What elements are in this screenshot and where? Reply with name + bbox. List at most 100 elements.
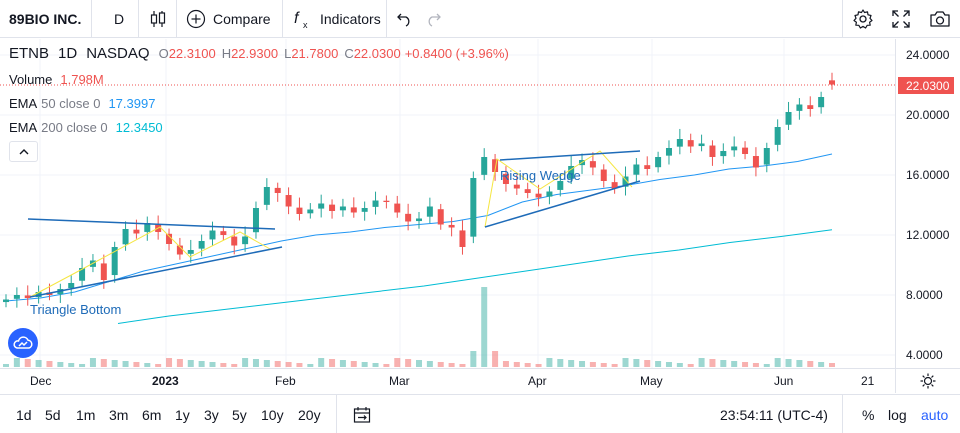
chart-type-button[interactable] [149,0,167,38]
price-axis[interactable]: 24.0000 20.0000 16.0000 12.0000 8.0000 4.0000… [895,39,960,368]
legend-close-label: C [344,46,354,61]
volume-bar [46,361,53,367]
main-series-legend[interactable]: ETNB 1D NASDAQ O 22.3100 H 22.9300 L 21.780… [9,45,509,62]
candle-up [13,295,20,299]
interval-button[interactable]: D [114,0,124,38]
fullscreen-icon [892,10,910,28]
pattern-label-triangle-bottom: Triangle Bottom [30,302,121,317]
ema-50-legend[interactable]: EMA 50 close 0 17.3997 [9,96,155,111]
volume-bar [557,359,564,367]
ema-200-legend[interactable]: EMA 200 close 0 12.3450 [9,120,163,135]
time-label-dec: Dec [30,374,51,388]
volume-bar [350,361,357,367]
candle-up [79,268,86,281]
candle-down [644,165,651,169]
volume-bar [307,364,314,367]
candle-down [220,231,227,235]
range-label: 5y [232,406,247,423]
candle-up [263,187,270,205]
undo-button[interactable] [396,0,414,38]
volume-bar [796,360,803,367]
volume-bar [470,351,477,367]
range-5y[interactable]: 5y [232,395,247,433]
time-label-21: 21 [861,374,875,388]
volume-bar [79,364,86,367]
legend-exchange: NASDAQ [86,45,150,62]
volume-bar [807,361,814,367]
redo-button[interactable] [424,0,442,38]
volume-bar [611,364,618,367]
volume-bar [220,363,227,367]
range-1m[interactable]: 1m [76,395,95,433]
range-3y[interactable]: 3y [204,395,219,433]
candle-up [339,206,346,211]
fullscreen-button[interactable] [891,0,911,38]
candle-up [252,208,259,233]
go-to-date-button[interactable] [353,395,371,433]
candle-up [796,104,803,111]
candle-down [807,105,814,109]
camera-icon [930,11,950,27]
price-chart[interactable]: Triangle Bottom Rising Wedge [0,39,895,368]
volume-bar [318,358,325,367]
candle-up [372,200,379,207]
ema-50-params: 50 close 0 [41,96,101,111]
volume-bar [687,364,694,367]
compare-button[interactable]: Compare [186,0,271,38]
settings-button[interactable] [852,0,874,38]
volume-bar [535,364,542,367]
candle-up [698,143,705,147]
legend-collapse-button[interactable] [9,141,38,162]
range-20y[interactable]: 20y [298,395,321,433]
range-label: 1y [175,406,190,423]
legend-low-value: 21.7800 [291,46,339,61]
candle-down [600,169,607,181]
pattern-label-rising-wedge: Rising Wedge [500,168,581,183]
symbol-search-button[interactable]: 89BIO INC. [9,0,81,38]
volume-bar [568,360,575,367]
volume-bar [698,358,705,367]
range-label: 3m [109,406,129,423]
volume-bar [742,362,749,367]
volume-bar [437,362,444,367]
volume-bar [829,363,835,367]
cloud-chart-icon [13,336,33,349]
range-6m[interactable]: 6m [142,395,161,433]
toolbar-divider [176,0,177,38]
volume-bar [774,358,781,367]
range-1y[interactable]: 1y [175,395,190,433]
range-label: 5d [45,406,61,423]
legend-low-label: L [284,46,292,61]
candle-up [122,229,129,245]
clock-timezone-button[interactable]: 23:54:11 (UTC-4) [720,395,828,433]
chart-pane[interactable]: Triangle Bottom Rising Wedge ETNB 1D NAS… [0,39,895,368]
volume-bar [785,359,792,367]
range-1d[interactable]: 1d [16,395,32,433]
volume-bar [426,361,433,367]
volume-bar [252,359,259,367]
auto-scale-toggle[interactable]: auto [921,395,948,433]
volume-bar [589,362,596,367]
percent-scale-toggle[interactable]: % [862,395,874,433]
log-scale-toggle[interactable]: log [888,395,907,433]
candle-up [426,206,433,217]
volume-bar [622,358,629,367]
time-axis[interactable]: Dec 2023 Feb Mar Apr May Jun 21 [0,368,895,393]
ema-200-params: 200 close 0 [41,120,108,135]
indicators-button[interactable]: f x Indicators [293,0,381,38]
volume-bar [13,358,20,367]
range-3m[interactable]: 3m [109,395,128,433]
volume-bar [383,364,390,367]
range-10y[interactable]: 10y [261,395,284,433]
volume-bar [198,361,205,367]
undo-icon [397,13,410,27]
percent-label: % [862,406,875,423]
volume-legend[interactable]: Volume 1.798M [9,72,104,87]
axis-settings-button[interactable] [895,368,960,393]
volume-bar [35,360,42,367]
volume-bar [111,360,118,367]
tradingview-logo-button[interactable] [8,328,38,358]
snapshot-button[interactable] [929,0,951,38]
range-5d[interactable]: 5d [45,395,61,433]
volume-bar [524,363,531,367]
